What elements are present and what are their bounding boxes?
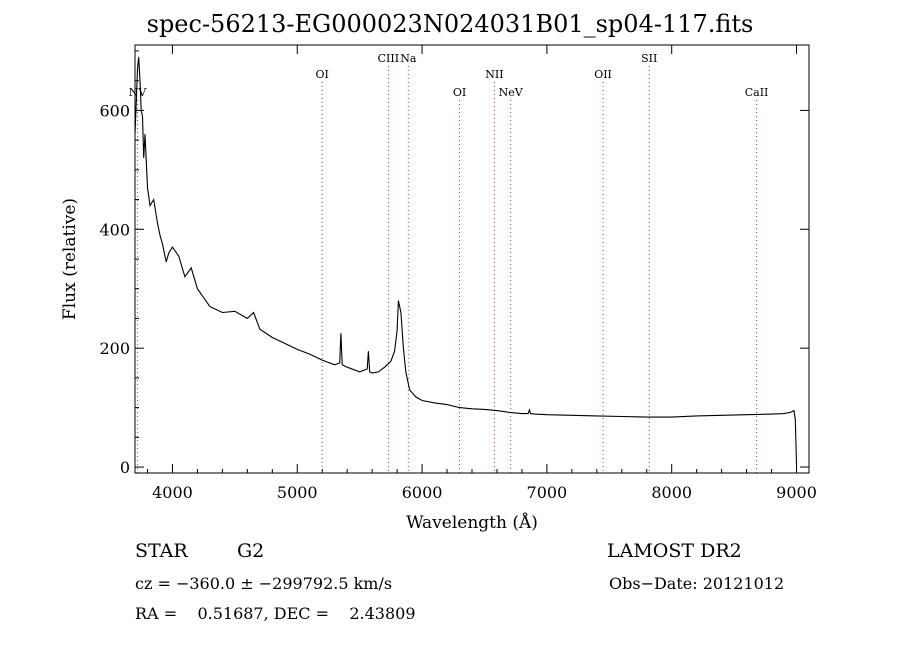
spectrum-line — [134, 56, 798, 465]
coordinates: RA = 0.51687, DEC = 2.43809 — [135, 604, 416, 623]
line-label: OII — [594, 68, 612, 81]
line-label: OI — [316, 68, 329, 81]
x-tick-label: 7000 — [527, 483, 568, 502]
line-label: NeV — [499, 86, 524, 99]
y-tick-label: 400 — [99, 220, 130, 239]
line-label: NII — [485, 68, 503, 81]
chart-title: spec-56213-EG000023N024031B01_sp04-117.f… — [146, 10, 754, 38]
x-axis-label: Wavelength (Å) — [406, 512, 538, 533]
observation-date: Obs−Date: 20121012 — [609, 574, 785, 593]
x-tick-label: 4000 — [152, 483, 193, 502]
survey-name: LAMOST DR2 — [607, 540, 742, 562]
line-label: SII — [641, 52, 657, 65]
x-tick-label: 9000 — [776, 483, 817, 502]
line-label: CIII — [378, 52, 399, 65]
y-tick-label: 600 — [99, 101, 130, 120]
line-label: Na — [400, 52, 417, 65]
line-label: NV — [129, 86, 148, 99]
line-label: CaII — [745, 86, 769, 99]
redshift-velocity: cz = −360.0 ± −299792.5 km/s — [135, 574, 393, 593]
object-class: STAR — [135, 540, 188, 562]
object-subclass: G2 — [237, 540, 265, 562]
x-tick-label: 6000 — [402, 483, 443, 502]
line-label: OI — [453, 86, 466, 99]
y-axis-label: Flux (relative) — [60, 198, 80, 320]
x-tick-label: 8000 — [651, 483, 692, 502]
x-tick-label: 5000 — [277, 483, 318, 502]
y-tick-label: 200 — [99, 339, 130, 358]
y-tick-label: 0 — [120, 458, 130, 477]
